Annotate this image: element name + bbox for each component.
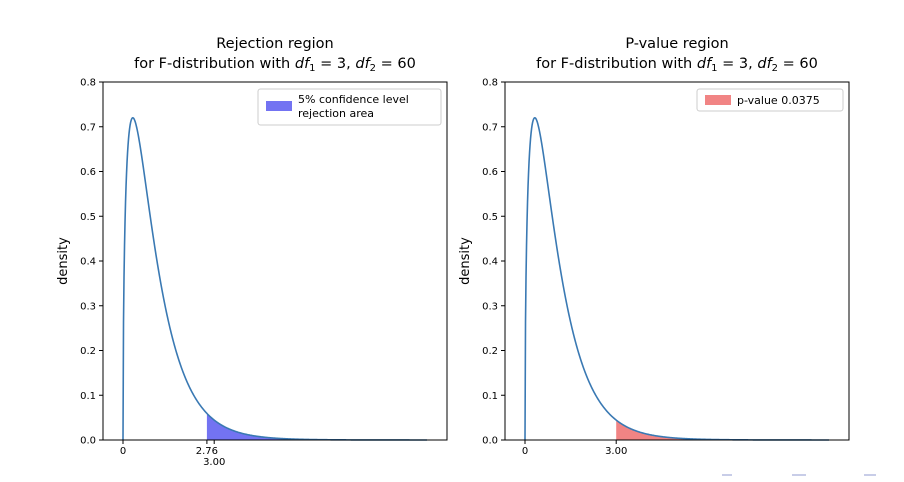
axes-frame — [102, 81, 448, 441]
scroll-artifact — [792, 474, 806, 476]
legend: p-value 0.0375 — [696, 88, 844, 112]
chart-title: P-value region — [625, 36, 728, 52]
x-tick-label: 0 — [120, 446, 126, 457]
y-tick-label: 0.5 — [482, 212, 498, 223]
scroll-artifact — [864, 474, 876, 476]
y-tick-label: 0.4 — [80, 257, 96, 268]
scroll-artifact — [722, 474, 732, 476]
x-tick-label: 0 — [522, 446, 528, 457]
chart-title: Rejection region — [216, 36, 334, 52]
x-tick-label: 3.00 — [203, 457, 225, 468]
y-tick-label: 0.2 — [482, 346, 498, 357]
legend-label-line2: rejection area — [298, 107, 374, 120]
y-tick-label: 0.7 — [80, 122, 96, 133]
y-tick-label: 0.4 — [482, 257, 498, 268]
axes-frame — [504, 81, 850, 441]
legend-label: 5% confidence level — [298, 93, 409, 106]
chart-subtitle: for F-distribution with df1 = 3, df2 = 6… — [134, 56, 416, 74]
y-tick-label: 0.0 — [482, 436, 498, 447]
y-tick-label: 0.1 — [80, 391, 96, 402]
y-tick-label: 0.3 — [482, 301, 498, 312]
y-tick-label: 0.5 — [80, 212, 96, 223]
y-tick-label: 0.0 — [80, 436, 96, 447]
shaded-region — [206, 413, 427, 440]
y-tick-label: 0.2 — [80, 346, 96, 357]
y-tick-label: 0.8 — [80, 78, 96, 89]
legend-swatch — [266, 101, 292, 111]
density-curve — [122, 116, 427, 441]
y-axis-label: density — [56, 237, 71, 285]
shaded-region — [616, 420, 829, 440]
x-tick-label: 2.76 — [196, 446, 218, 457]
y-axis-label: density — [458, 237, 473, 285]
y-tick-label: 0.1 — [482, 391, 498, 402]
legend-label: p-value 0.0375 — [737, 94, 820, 107]
y-tick-label: 0.7 — [482, 122, 498, 133]
density-curve — [524, 116, 829, 441]
y-tick-label: 0.3 — [80, 301, 96, 312]
chart-rejection-region: 0.0 0.1 0.2 0.3 0.4 0.5 0.6 0.7 0.8 0 2.763.00 dens… — [56, 36, 448, 468]
y-tick-label: 0.6 — [80, 167, 96, 178]
legend-frame — [257, 88, 442, 126]
legend-frame — [696, 88, 844, 112]
y-tick-label: 0.8 — [482, 78, 498, 89]
chart-subtitle: for F-distribution with df1 = 3, df2 = 6… — [536, 56, 818, 74]
y-tick-label: 0.6 — [482, 167, 498, 178]
legend-swatch — [705, 95, 731, 105]
chart-p-value-region: 0.0 0.1 0.2 0.3 0.4 0.5 0.6 0.7 0.8 0 3.00 density P… — [458, 36, 850, 457]
x-tick-label: 3.00 — [605, 446, 627, 457]
